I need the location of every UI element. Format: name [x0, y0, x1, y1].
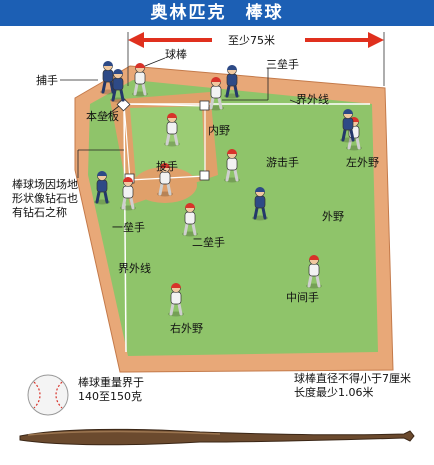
label-pitcher: 投手: [156, 160, 178, 173]
player-shortstop-icon: [224, 149, 240, 183]
player-baserunner-icon: [224, 65, 240, 99]
players: [94, 61, 362, 317]
label-third-base: 三垒手: [266, 58, 299, 71]
player-second-base-icon: [182, 203, 198, 237]
label-outfield: 外野: [322, 210, 344, 223]
player-batter-icon: [132, 63, 148, 97]
player-pitcher-icon: [157, 163, 173, 197]
note-bat-spec: 球棒直径不得小于7厘米 长度最少1.06米: [294, 372, 411, 399]
player-right-field-icon: [168, 283, 184, 317]
label-home-plate: 本垒板: [86, 110, 119, 123]
label-right-field: 右外野: [170, 322, 203, 335]
note-field-shape: 棒球场因场地 形状像钻石也有钻石之称: [12, 178, 78, 219]
player-infield-runner-icon: [164, 113, 180, 147]
label-bat: 球棒: [165, 48, 187, 61]
label-catcher: 捕手: [36, 74, 58, 87]
player-first-base-icon: [120, 177, 136, 211]
note-ball-weight: 棒球重量界于 140至150克: [78, 376, 144, 403]
distance-label: 至少75米: [228, 34, 275, 47]
label-center-field: 中间手: [286, 291, 319, 304]
leader-foul-top: [289, 99, 301, 105]
leader-home: [104, 105, 120, 118]
label-foul-line-top: 界外线: [296, 93, 329, 106]
player-left-runner-icon: [340, 109, 356, 143]
third-base-icon: [199, 100, 210, 111]
player-umpire-icon: [110, 69, 126, 103]
label-infield: 内野: [208, 124, 230, 137]
label-left-field: 左外野: [346, 156, 379, 169]
label-first-base: 一垒手: [112, 221, 145, 234]
player-shortstop-runner-icon: [252, 187, 268, 221]
label-foul-line-left: 界外线: [118, 262, 151, 275]
baseball-icon: [27, 374, 69, 416]
player-first-coach-icon: [94, 171, 110, 205]
arrowhead-right-icon: [368, 32, 384, 48]
player-third-base-icon: [208, 77, 224, 111]
arrowhead-left-icon: [128, 32, 144, 48]
pitchers-mound: [133, 167, 197, 203]
foul-line-first: [123, 103, 127, 353]
label-second-base: 二垒手: [192, 236, 225, 249]
player-center-field-icon: [306, 255, 322, 289]
player-catcher-icon: [100, 61, 116, 95]
second-base-icon: [199, 170, 210, 181]
page-title: 奥林匹克 棒球: [0, 0, 434, 26]
bat-illustration: [19, 428, 415, 446]
home-plate-icon: [116, 97, 131, 112]
label-shortstop: 游击手: [266, 156, 299, 169]
